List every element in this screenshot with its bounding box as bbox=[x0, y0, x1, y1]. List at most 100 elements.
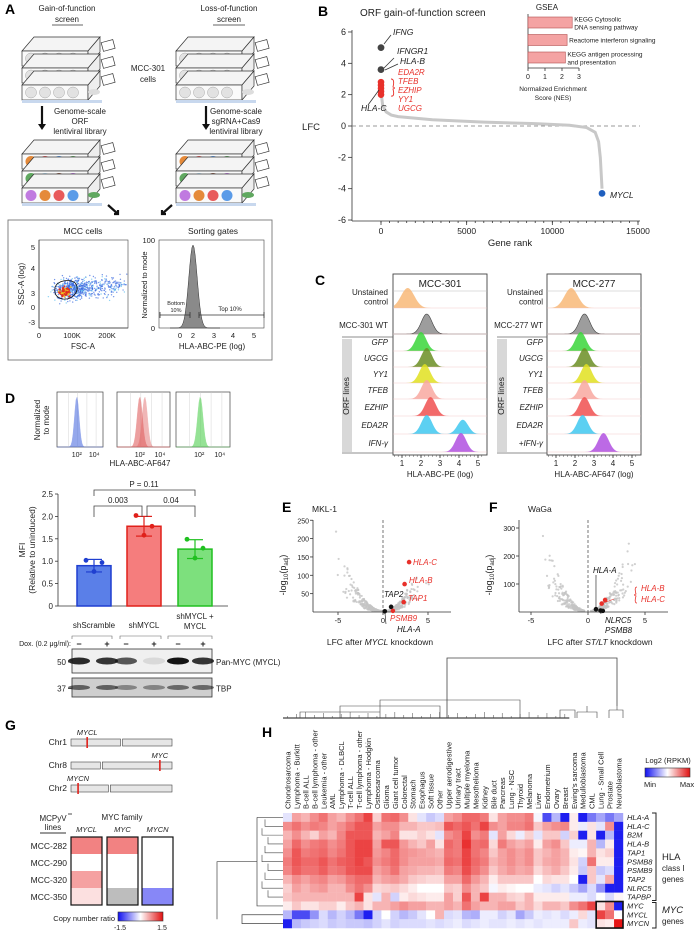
scatter-point bbox=[82, 280, 84, 283]
background-gene-point bbox=[598, 604, 601, 608]
heatmap-cell bbox=[506, 813, 516, 823]
gene-label-HLA-A: HLA-A bbox=[593, 566, 617, 575]
scatter-point-dense bbox=[58, 291, 60, 294]
background-gene-point bbox=[353, 600, 356, 603]
scatter-point bbox=[104, 282, 106, 284]
background-gene-point bbox=[412, 588, 415, 591]
c-xtick: 2 bbox=[573, 459, 578, 468]
heatmap-cell bbox=[283, 830, 293, 840]
background-gene-point bbox=[541, 534, 545, 538]
heatmap-cell bbox=[309, 919, 319, 929]
scatter-point bbox=[95, 282, 98, 285]
cnv-column-label: MYCN bbox=[146, 825, 169, 834]
heatmap-cell bbox=[300, 857, 311, 867]
arrow-down-icon-head bbox=[38, 124, 46, 130]
heatmap-cell bbox=[309, 874, 319, 884]
background-gene-point bbox=[557, 588, 560, 591]
cnv-cell bbox=[71, 837, 102, 854]
heatmap-cell bbox=[533, 883, 543, 893]
background-gene-point bbox=[356, 588, 360, 591]
ylabel-part: 10 bbox=[284, 573, 290, 580]
heatmap-cell bbox=[444, 919, 454, 929]
background-gene-point bbox=[410, 587, 413, 591]
heatmap-cell bbox=[578, 857, 588, 867]
background-gene-point bbox=[547, 586, 550, 590]
background-gene-point bbox=[617, 593, 620, 596]
heatmap-cell bbox=[390, 892, 400, 902]
heatmap-cell bbox=[515, 813, 525, 823]
background-gene-point bbox=[427, 583, 430, 586]
heatmap-column-label: Neuroblastoma bbox=[615, 757, 624, 809]
heatmap-cell bbox=[354, 848, 364, 858]
heatmap-cell bbox=[408, 848, 418, 858]
scatter-point bbox=[115, 282, 117, 285]
background-gene-point bbox=[355, 600, 358, 604]
heatmap-cell bbox=[470, 892, 481, 902]
heatmap-cell bbox=[408, 892, 418, 902]
scatter-point bbox=[107, 281, 109, 283]
heatmap-cell bbox=[453, 857, 463, 867]
heatmap-cell bbox=[435, 874, 445, 884]
scatter-point bbox=[81, 278, 83, 281]
arrow-diag-icon bbox=[107, 204, 120, 216]
scatter-point bbox=[72, 287, 75, 289]
heatmap-row-label: MYC bbox=[627, 902, 644, 911]
gene-point-TAP1 bbox=[401, 599, 407, 605]
scatter-point bbox=[88, 297, 91, 299]
cell-icon bbox=[88, 89, 100, 95]
row-label: GFP bbox=[527, 338, 544, 347]
heatmap-cell bbox=[354, 813, 364, 823]
scatter-point bbox=[89, 283, 91, 285]
heatmap-cell bbox=[497, 874, 507, 884]
background-gene-point bbox=[610, 593, 613, 596]
scatter-point bbox=[117, 287, 120, 289]
row-dendro-leaf bbox=[267, 837, 283, 845]
scatter-point bbox=[112, 277, 115, 279]
heatmap-cell bbox=[488, 892, 498, 902]
protein-band bbox=[96, 657, 118, 665]
scatter-point bbox=[78, 291, 80, 294]
c-xlabel: HLA-ABC-AF647 (log) bbox=[554, 470, 633, 479]
heatmap-cell bbox=[560, 919, 570, 929]
flask-neck bbox=[100, 159, 116, 172]
gene-label-NLRC5: NLRC5 bbox=[605, 616, 632, 625]
heatmap-cell bbox=[533, 830, 543, 840]
row-label: GFP bbox=[372, 338, 389, 347]
heatmap-cell bbox=[605, 848, 615, 858]
chromosome-arm bbox=[102, 761, 173, 770]
heatmap-cell bbox=[524, 821, 534, 831]
heatmap-cell bbox=[479, 813, 489, 823]
heatmap-cell bbox=[470, 866, 481, 876]
scatter-point bbox=[76, 276, 79, 278]
flask-shadow bbox=[22, 100, 102, 103]
heatmap-cell bbox=[506, 874, 516, 884]
hlac-leader bbox=[367, 89, 380, 106]
protein-band bbox=[192, 657, 214, 665]
heatmap-column-label: T-cell ALL bbox=[346, 776, 355, 809]
category-label: shMYCL + bbox=[176, 612, 214, 621]
scatter-point bbox=[82, 278, 84, 281]
sorting-box bbox=[7, 219, 273, 361]
flask-neck bbox=[100, 39, 116, 52]
histogram-GFP bbox=[394, 332, 486, 351]
heatmap-cell bbox=[381, 866, 391, 876]
volcano-ylabel: -log10(padj) bbox=[278, 555, 290, 596]
volcano-xtick: -5 bbox=[528, 616, 535, 625]
gene-label-TFEB: TFEB bbox=[398, 77, 419, 86]
heatmap-cell bbox=[363, 830, 373, 840]
heatmap-cell bbox=[533, 813, 543, 823]
cell-icon bbox=[242, 192, 254, 198]
histogram-EDA2R bbox=[548, 415, 640, 434]
volcano-ytick: 250 bbox=[297, 518, 309, 525]
dox-sign: + bbox=[200, 639, 205, 649]
heatmap-column-label: Kidney bbox=[480, 786, 489, 809]
heat-colorbar-label: Log2 (RPKM) bbox=[645, 756, 691, 765]
heatmap-cell bbox=[399, 866, 409, 876]
heatmap-cell bbox=[435, 821, 445, 831]
scatter-point bbox=[80, 285, 83, 287]
heatmap-cell bbox=[533, 866, 543, 876]
flask-shadow bbox=[176, 203, 256, 206]
heatmap-cell bbox=[542, 839, 552, 849]
heatmap-cell bbox=[408, 919, 418, 929]
ylabel-part: -log bbox=[278, 580, 288, 595]
